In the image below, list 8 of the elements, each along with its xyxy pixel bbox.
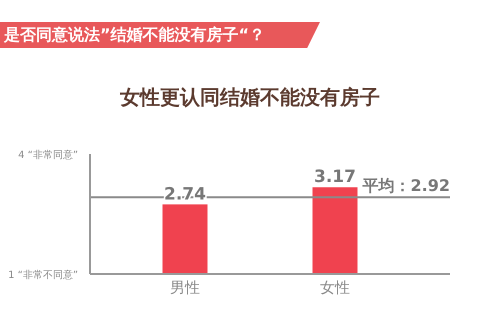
- x-tick-label: 女性: [320, 278, 350, 297]
- y-tick-label: 4 “非常同意”: [18, 149, 78, 161]
- y-tick-label: 1 “非常不同意”: [8, 269, 78, 281]
- data-label: 3.17: [314, 167, 356, 188]
- chart-subtitle: 是否同意说法”结婚不能没有房子“？: [0, 22, 320, 48]
- chart-title: 女性更认同结婚不能没有房子: [119, 84, 381, 111]
- x-tick-label: 男性: [170, 278, 200, 297]
- ref-line-label: 平均：2.92: [362, 176, 450, 196]
